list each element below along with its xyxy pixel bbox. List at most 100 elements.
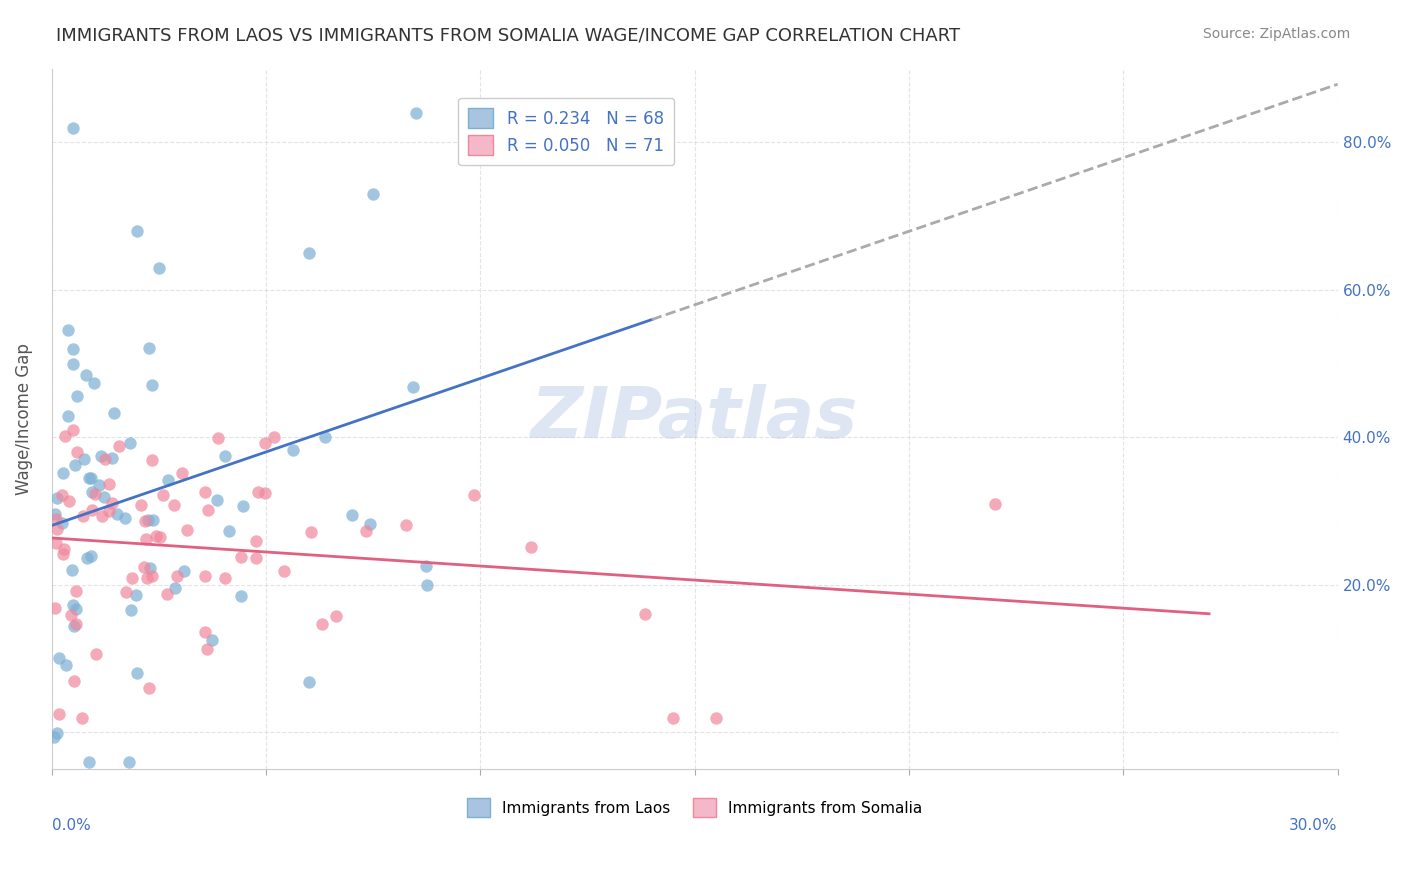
Point [121,571,143,585]
Point [314,429,336,443]
Point [662,711,685,725]
Point [125,666,148,681]
Point [103,406,125,420]
Point [298,674,321,689]
Point [245,550,267,565]
Point [62,619,84,633]
Point [84,487,107,501]
Point [156,587,179,601]
Point [79,549,101,563]
Point [101,450,124,465]
Point [83,376,105,390]
Point [121,603,143,617]
Point [115,585,138,599]
Point [633,607,655,622]
Point [229,589,252,603]
Point [361,186,384,201]
Point [325,608,347,623]
Point [246,484,269,499]
Point [359,516,381,531]
Point [194,485,217,500]
Point [45,523,67,537]
Point [62,342,84,356]
Point [77,471,100,485]
Point [254,436,277,450]
Point [519,540,541,554]
Point [402,380,425,394]
Point [77,755,100,769]
Point [53,542,76,557]
Point [415,559,437,574]
Point [76,551,98,566]
Text: IMMIGRANTS FROM LAOS VS IMMIGRANTS FROM SOMALIA WAGE/INCOME GAP CORRELATION CHAR: IMMIGRANTS FROM LAOS VS IMMIGRANTS FROM … [56,27,960,45]
Point [62,120,84,135]
Point [65,617,87,632]
Point [56,409,79,423]
Point [62,423,84,437]
Point [124,588,146,602]
Point [62,673,84,688]
Text: 30.0%: 30.0% [1289,818,1337,833]
Point [163,498,186,512]
Point [166,569,188,583]
Text: 0.0%: 0.0% [52,818,90,833]
Point [132,559,155,574]
Point [165,582,187,596]
Y-axis label: Wage/Income Gap: Wage/Income Gap [15,343,32,495]
Point [134,514,156,528]
Point [136,513,159,527]
Point [229,550,252,565]
Point [394,517,416,532]
Point [86,647,108,661]
Point [273,564,295,578]
Point [118,755,141,769]
Point [45,512,67,526]
Point [51,516,73,530]
Point [55,658,77,673]
Point [194,568,217,582]
Point [98,477,121,491]
Point [58,493,80,508]
Point [142,513,165,527]
Point [197,503,219,517]
Text: Source: ZipAtlas.com: Source: ZipAtlas.com [1202,27,1350,41]
Point [114,511,136,525]
Point [172,466,194,480]
Point [48,651,70,665]
Point [138,341,160,355]
Point [66,388,89,402]
Point [127,224,149,238]
Point [145,529,167,543]
Point [60,563,83,577]
Point [704,711,727,725]
Point [53,429,76,443]
Point [65,601,87,615]
Point [214,571,236,585]
Point [263,430,285,444]
Point [194,624,217,639]
Point [52,466,75,480]
Point [463,488,485,502]
Point [45,536,67,550]
Point [148,260,170,275]
Point [281,443,304,458]
Point [416,578,439,592]
Point [470,143,492,157]
Point [51,488,73,502]
Point [176,523,198,537]
Point [135,533,157,547]
Point [75,368,97,382]
Point [65,583,87,598]
Point [98,504,121,518]
Legend: Immigrants from Laos, Immigrants from Somalia: Immigrants from Laos, Immigrants from So… [460,791,931,825]
Point [80,485,103,500]
Point [73,452,96,467]
Point [214,449,236,463]
Point [82,502,104,516]
Point [141,568,163,582]
Text: ZIPatlas: ZIPatlas [531,384,859,453]
Point [298,246,321,260]
Point [253,485,276,500]
Point [299,525,322,540]
Point [135,571,157,585]
